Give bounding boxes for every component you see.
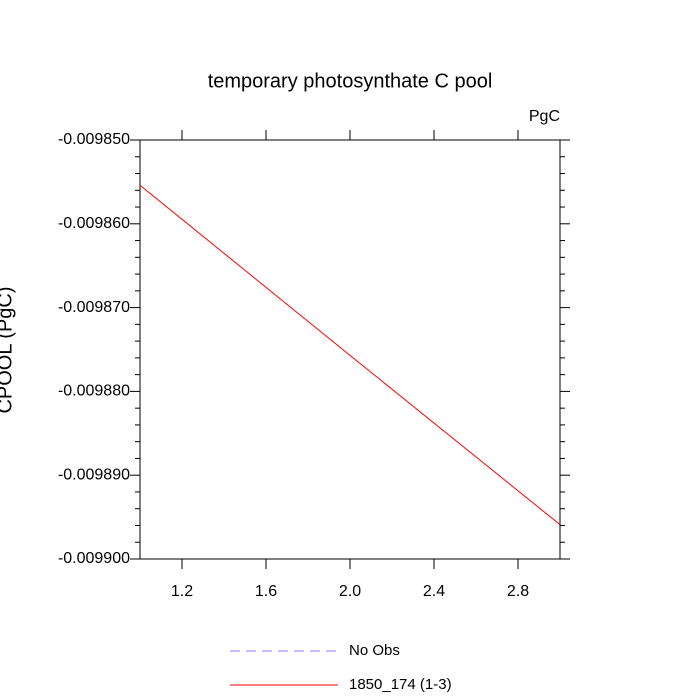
x-tick-label: 1.2 (171, 583, 193, 600)
data-line (139, 184, 561, 526)
y-tick-label: -0.009880 (58, 383, 130, 400)
y-tick-label: -0.009890 (58, 466, 130, 483)
legend-label: 1850_174 (1-3) (349, 676, 452, 693)
x-tick-label: 1.6 (255, 583, 277, 600)
legend-label: No Obs (349, 642, 400, 659)
x-tick-label: 2.0 (339, 583, 361, 600)
plot-frame (139, 139, 561, 560)
y-tick-label: -0.009860 (58, 215, 130, 232)
y-tick-label: -0.009900 (58, 550, 130, 567)
y-axis-label: CPOOL (PgC) (0, 286, 16, 413)
x-tick-label: 2.4 (423, 583, 445, 600)
units-label: PgC (529, 108, 560, 125)
y-tick-label: -0.009870 (58, 299, 130, 316)
y-tick-label: -0.009850 (58, 131, 130, 148)
chart-title: temporary photosynthate C pool (208, 70, 493, 92)
x-tick-label: 2.8 (507, 583, 529, 600)
